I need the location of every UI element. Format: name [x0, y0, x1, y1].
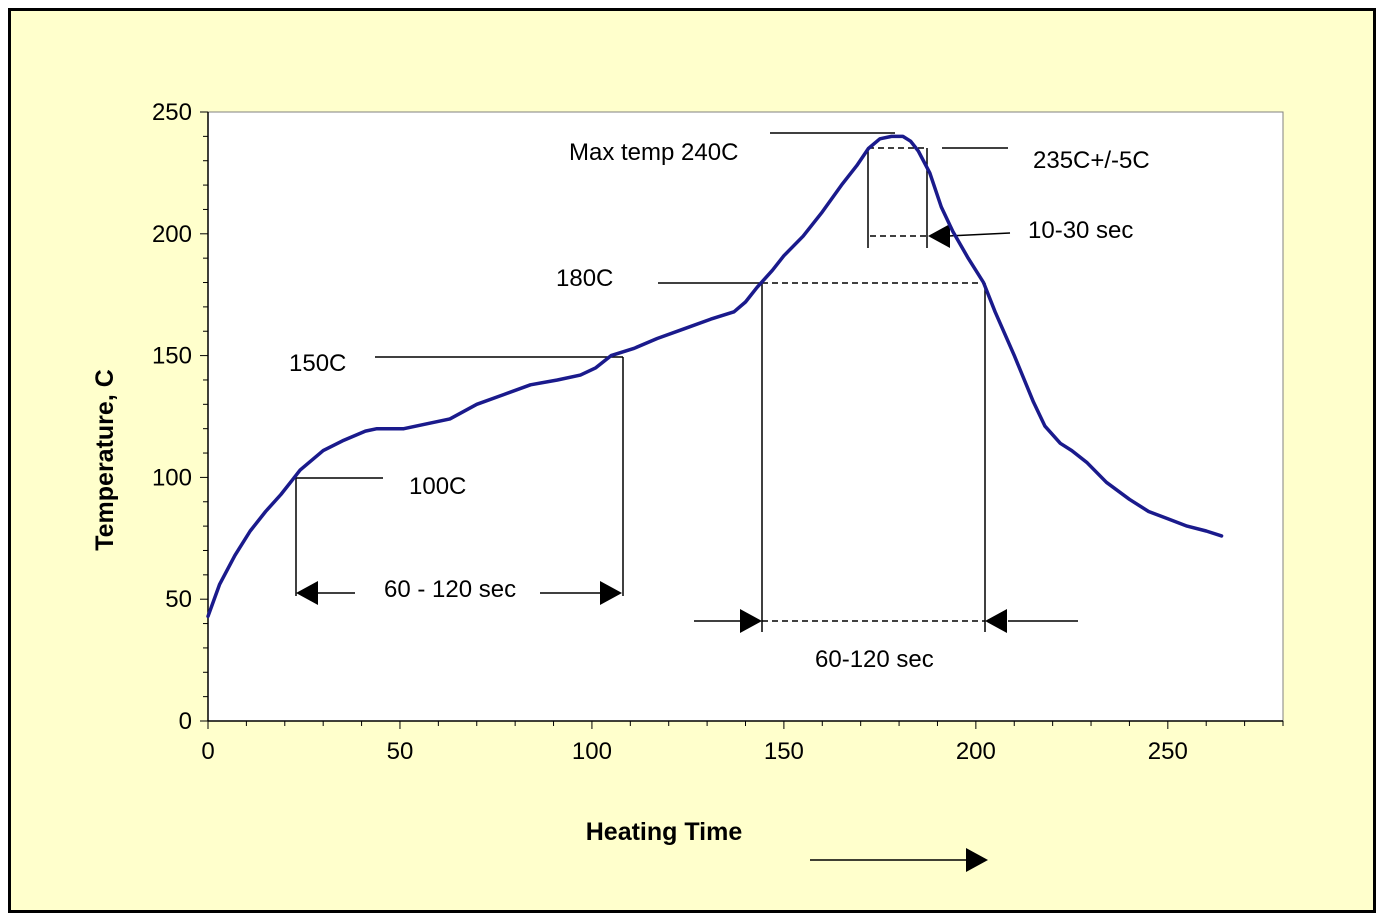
peak-time-leader	[947, 232, 1011, 237]
label-reflow-time: 60-120 sec	[815, 646, 934, 673]
series-line	[206, 134, 1224, 619]
label-peak-window: 235C+/-5C	[1033, 147, 1150, 174]
x-axis-title: Heating Time	[586, 818, 743, 846]
y-tick-label: 250	[152, 99, 192, 126]
label-180c: 180C	[556, 265, 613, 292]
label-max-temp: Max temp 240C	[569, 139, 738, 166]
label-150c: 150C	[289, 350, 346, 377]
label-preheat-time: 60 - 120 sec	[384, 576, 516, 603]
preheat-left-arrow	[296, 581, 318, 605]
y-tick-label: 50	[165, 586, 192, 613]
y-tick-label: 150	[152, 343, 192, 370]
x-tick-label: 100	[572, 738, 612, 765]
x-tick-label: 250	[1148, 738, 1188, 765]
x-tick-label: 200	[956, 738, 996, 765]
y-tick-label: 100	[152, 464, 192, 491]
heating-direction-arrow	[966, 848, 988, 872]
y-tick-label: 0	[179, 708, 192, 735]
preheat-right-arrow	[600, 581, 622, 605]
axes: 0 50 100 150 200 250 0 50 100 150 200 250	[152, 99, 1284, 765]
y-tick-label: 200	[152, 221, 192, 248]
y-axis-title: Temperature, C	[91, 369, 119, 551]
x-tick-label: 50	[387, 738, 414, 765]
series-layer	[206, 134, 1224, 619]
x-tick-label: 0	[201, 738, 214, 765]
x-tick-label: 150	[764, 738, 804, 765]
label-peak-time: 10-30 sec	[1028, 217, 1133, 244]
label-100c: 100C	[409, 473, 466, 500]
peak-time-arrow	[928, 224, 950, 248]
reflow-right-arrow	[985, 609, 1007, 633]
reflow-left-arrow	[740, 609, 762, 633]
